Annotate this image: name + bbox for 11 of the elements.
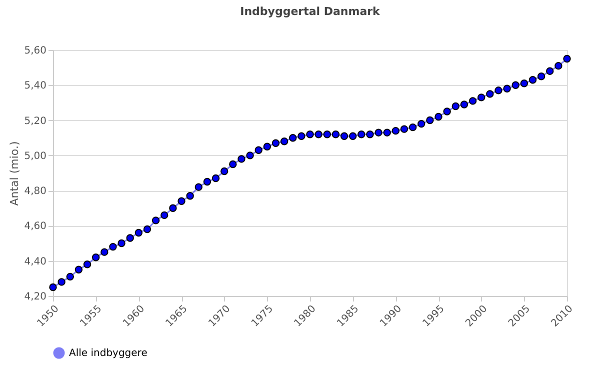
legend-label: Alle indbyggere [69, 348, 148, 359]
y-tick-label: 5,00 [24, 150, 46, 162]
y-axis-title: Antal (mio.) [8, 141, 22, 206]
y-tick-label: 5,20 [24, 116, 46, 127]
y-tick-label: 4,20 [24, 292, 46, 302]
y-tick-label: 4,40 [24, 256, 46, 268]
y-tick-label: 5,60 [24, 46, 46, 56]
y-tick-label: 4,80 [24, 186, 46, 198]
y-tick-label: 5,40 [24, 80, 46, 92]
y-tick-label: 4,60 [24, 221, 46, 232]
chart-title: Indbyggertal Danmark [240, 5, 381, 18]
